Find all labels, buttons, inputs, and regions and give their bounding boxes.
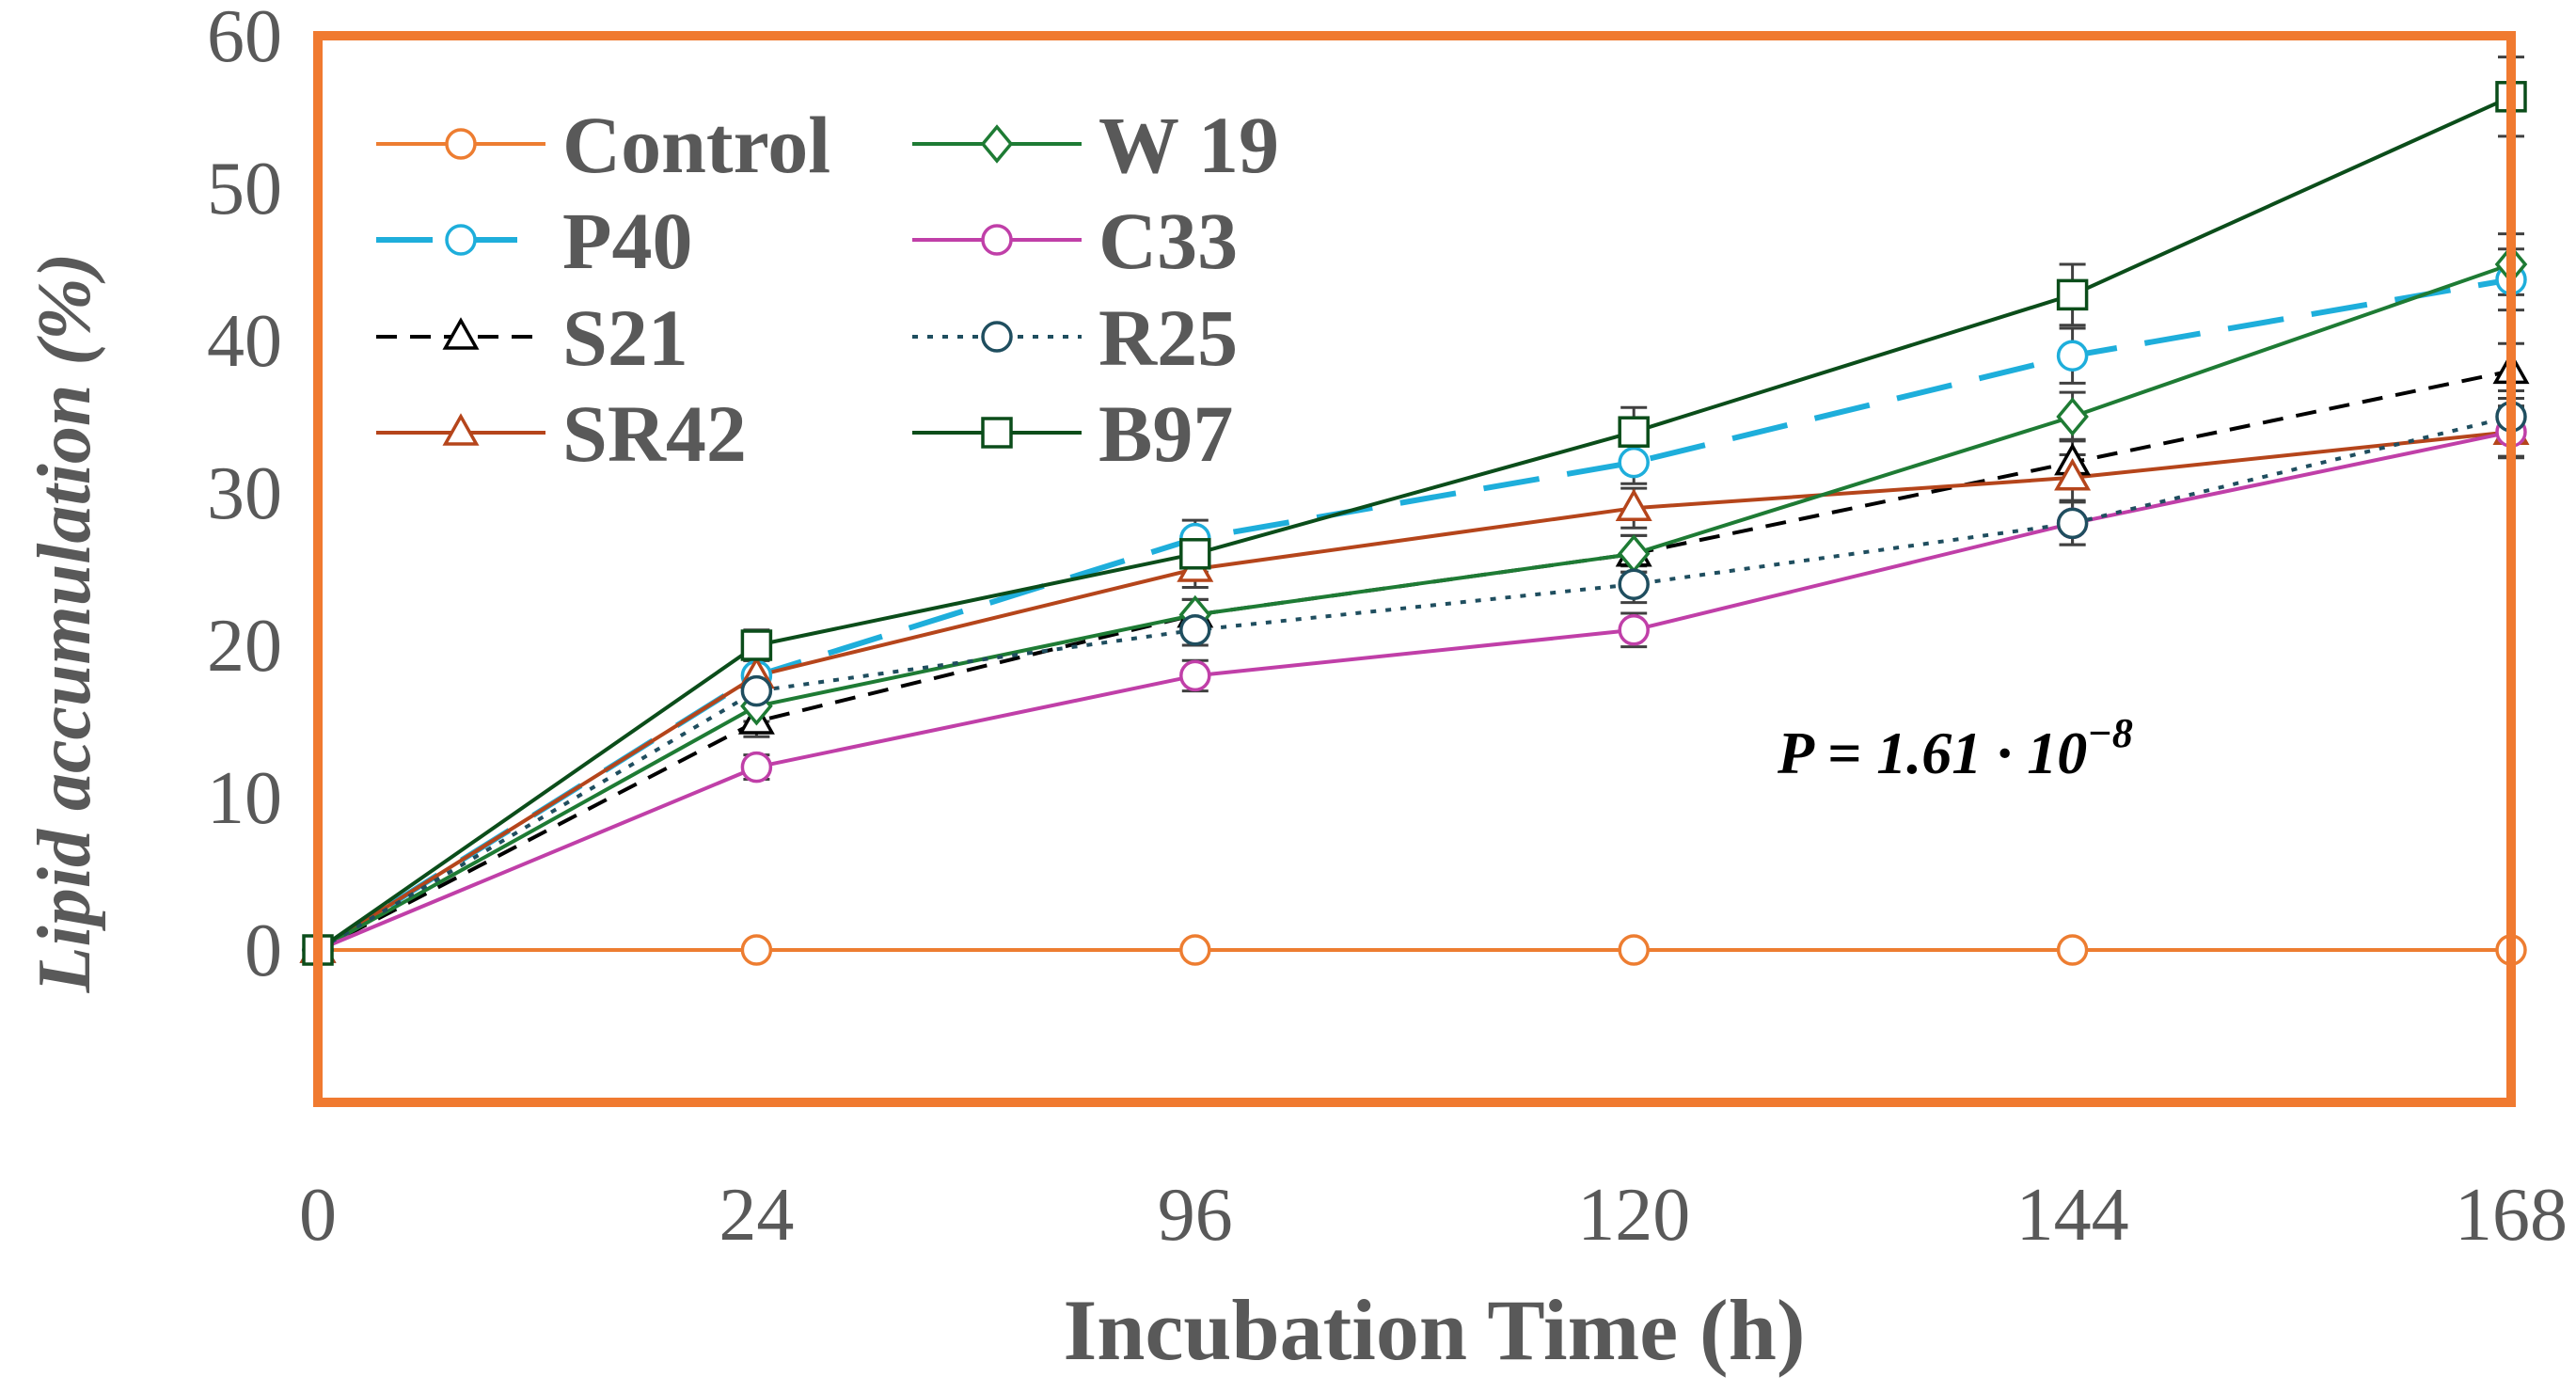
- legend-label-sr42: SR42: [562, 388, 747, 479]
- x-axis-tick-labels: 0 24 96 120 144 168: [299, 1174, 2568, 1257]
- data-point-control-144: [2056, 934, 2089, 966]
- y-tick-label-40: 40: [207, 300, 282, 383]
- x-tick-label-0: 0: [299, 1174, 337, 1257]
- data-point-c33-120: [1618, 614, 1650, 646]
- y-axis-title: Lipid accumulation (%): [24, 253, 106, 994]
- data-point-b97-144: [2056, 278, 2089, 311]
- data-point-r25-24: [740, 674, 773, 707]
- legend-entry-control: Control: [376, 100, 830, 190]
- legend-swatch-marker-sr42: [442, 413, 480, 446]
- series-line-w-19: [317, 262, 2512, 952]
- x-tick-label-24: 24: [719, 1174, 794, 1257]
- data-point-b97-24: [740, 629, 773, 661]
- x-tick-label-120: 120: [1577, 1174, 1690, 1257]
- data-point-r25-96: [1179, 614, 1211, 646]
- legend-label-control: Control: [562, 100, 830, 190]
- legend-swatch-marker-w-19: [980, 124, 1014, 164]
- y-tick-label-20: 20: [207, 605, 282, 688]
- data-point-c33-96: [1179, 659, 1211, 692]
- legend-label-c33: C33: [1098, 196, 1238, 286]
- legend-swatch-marker-r25: [981, 321, 1013, 353]
- y-tick-label-60: 60: [207, 0, 282, 78]
- legend-label-s21: S21: [562, 293, 688, 383]
- data-point-b97-96: [1179, 538, 1211, 570]
- legend-entry-sr42: SR42: [376, 388, 747, 479]
- x-tick-label-96: 96: [1158, 1174, 1233, 1257]
- legend-swatch-marker-s21: [442, 317, 480, 350]
- legend-entry-w-19: W 19: [912, 100, 1279, 190]
- y-tick-label-0: 0: [245, 910, 282, 992]
- y-tick-label-30: 30: [207, 452, 282, 535]
- plot-frame: [313, 31, 2516, 1107]
- series-lines: [316, 94, 2512, 953]
- legend-entry-b97: B97: [912, 388, 1233, 479]
- legend-swatch-marker-b97: [981, 417, 1013, 449]
- legend-label-r25: R25: [1098, 293, 1238, 383]
- legend-swatch-marker-p40: [445, 224, 477, 256]
- legend-entry-c33: C33: [912, 196, 1238, 286]
- data-point-c33-24: [740, 751, 773, 784]
- legend-label-b97: B97: [1098, 388, 1233, 479]
- data-point-sr42-144: [2054, 457, 2092, 491]
- legend-label-p40: P40: [562, 196, 693, 286]
- y-axis-tick-labels: 0 10 20 30 40 50 60: [207, 0, 282, 992]
- x-tick-label-144: 144: [2016, 1174, 2129, 1257]
- series-line-b97: [316, 94, 2512, 952]
- legend-swatch-marker-control: [445, 128, 477, 160]
- legend-entry-p40: P40: [376, 196, 693, 286]
- legend-swatch-marker-c33: [981, 224, 1013, 256]
- data-point-p40-144: [2056, 340, 2089, 372]
- series-line-c33: [317, 430, 2512, 952]
- legend-label-w-19: W 19: [1098, 100, 1279, 190]
- data-point-control-96: [1179, 934, 1211, 966]
- p-value-annotation: P = 1.61 · 10−8: [1777, 710, 2133, 786]
- p-value-prefix: P = 1.61 · 10: [1777, 720, 2087, 786]
- data-point-sr42-120: [1615, 488, 1652, 521]
- x-tick-label-168: 168: [2455, 1174, 2568, 1257]
- data-point-control-120: [1618, 934, 1650, 966]
- data-point-r25-144: [2056, 507, 2089, 540]
- y-tick-label-50: 50: [207, 148, 282, 230]
- series-line-sr42: [316, 430, 2512, 952]
- series-line-r25: [316, 415, 2512, 952]
- data-point-control-24: [740, 934, 773, 966]
- legend-entry-s21: S21: [376, 293, 688, 383]
- data-point-b97-120: [1618, 416, 1650, 448]
- data-point-w-19-144: [2056, 397, 2089, 436]
- legend-entry-r25: R25: [912, 293, 1238, 383]
- y-tick-label-10: 10: [207, 757, 282, 840]
- data-point-p40-120: [1618, 446, 1650, 479]
- data-point-r25-120: [1618, 568, 1650, 600]
- x-axis-title: Incubation Time (h): [1063, 1282, 1805, 1378]
- p-value-exponent: −8: [2087, 710, 2133, 756]
